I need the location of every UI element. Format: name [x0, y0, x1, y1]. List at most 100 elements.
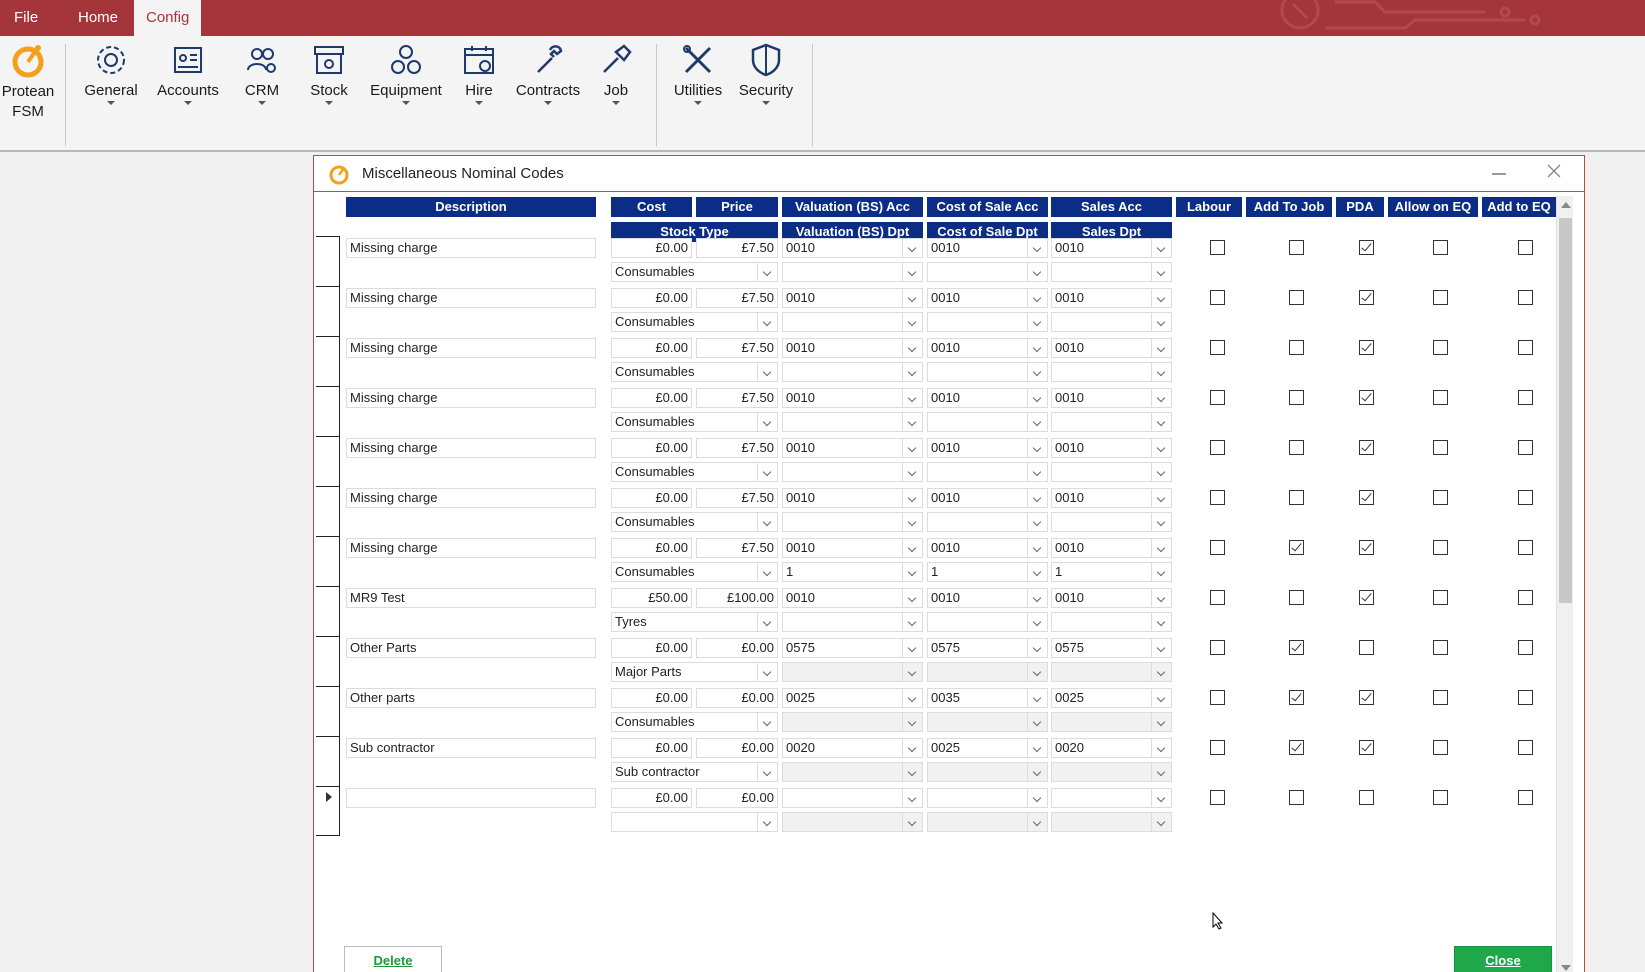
row-selector[interactable] — [316, 436, 340, 486]
col-header-cost[interactable]: Cost — [611, 197, 692, 217]
cost-of-sale-acc-combo[interactable]: 0010 — [927, 338, 1048, 358]
labour-checkbox[interactable] — [1210, 490, 1225, 505]
cost-of-sale-dpt-combo[interactable] — [927, 312, 1048, 332]
labour-checkbox[interactable] — [1210, 590, 1225, 605]
chevron-down-icon[interactable] — [757, 563, 777, 581]
chevron-down-icon[interactable] — [902, 489, 922, 507]
add-to-eq-checkbox[interactable] — [1518, 690, 1533, 705]
sales-dpt-combo[interactable] — [1051, 612, 1172, 632]
chevron-down-icon[interactable] — [902, 539, 922, 557]
add-to-eq-checkbox[interactable] — [1518, 740, 1533, 755]
ribbon-button-general[interactable]: General — [80, 42, 142, 105]
valuation-dpt-combo[interactable] — [782, 362, 923, 382]
chevron-down-icon[interactable] — [757, 613, 777, 631]
sales-dpt-combo[interactable] — [1051, 712, 1172, 732]
allow-on-eq-checkbox[interactable] — [1433, 540, 1448, 555]
description-cell[interactable]: Missing charge — [346, 338, 596, 358]
allow-on-eq-checkbox[interactable] — [1433, 640, 1448, 655]
row-selector[interactable] — [316, 486, 340, 536]
chevron-down-icon[interactable] — [1027, 639, 1047, 657]
chevron-down-icon[interactable] — [757, 463, 777, 481]
cost-cell[interactable]: £0.00 — [611, 388, 692, 408]
add-to-job-checkbox[interactable] — [1289, 440, 1304, 455]
sales-acc-combo[interactable]: 0010 — [1051, 388, 1172, 408]
chevron-down-icon[interactable] — [757, 363, 777, 381]
chevron-down-icon[interactable] — [1027, 663, 1047, 681]
stock-type-combo[interactable]: Consumables — [611, 312, 778, 332]
add-to-eq-checkbox[interactable] — [1518, 340, 1533, 355]
sales-dpt-combo[interactable] — [1051, 812, 1172, 832]
chevron-down-icon[interactable] — [902, 313, 922, 331]
chevron-down-icon[interactable] — [1027, 489, 1047, 507]
valuation-dpt-combo[interactable]: 1 — [782, 562, 923, 582]
chevron-down-icon[interactable] — [1027, 313, 1047, 331]
col-header-add-to-job[interactable]: Add To Job — [1246, 197, 1332, 217]
col-header-cost-of-sale-acc[interactable]: Cost of Sale Acc — [927, 197, 1048, 217]
row-selector[interactable] — [316, 736, 340, 786]
price-cell[interactable]: £0.00 — [696, 788, 778, 808]
add-to-job-checkbox[interactable] — [1289, 590, 1304, 605]
chevron-down-icon[interactable] — [1151, 689, 1171, 707]
chevron-down-icon[interactable] — [902, 439, 922, 457]
valuation-dpt-combo[interactable] — [782, 712, 923, 732]
ribbon-button-crm[interactable]: CRM — [236, 42, 288, 105]
add-to-eq-checkbox[interactable] — [1518, 540, 1533, 555]
ribbon-button-contracts[interactable]: Contracts — [512, 42, 584, 105]
stock-type-combo[interactable]: Consumables — [611, 562, 778, 582]
col-header-allow-on-eq[interactable]: Allow on EQ — [1388, 197, 1478, 217]
delete-button[interactable]: Delete — [344, 946, 442, 972]
col-header-sales-dpt[interactable]: Sales Dpt — [1051, 222, 1172, 242]
menu-tab-file[interactable]: File — [14, 9, 39, 26]
chevron-down-icon[interactable] — [1027, 763, 1047, 781]
description-cell[interactable]: Missing charge — [346, 388, 596, 408]
cost-of-sale-dpt-combo[interactable] — [927, 712, 1048, 732]
scroll-down-icon[interactable] — [1561, 965, 1571, 971]
chevron-down-icon[interactable] — [1151, 613, 1171, 631]
stock-type-combo[interactable]: Consumables — [611, 712, 778, 732]
chevron-down-icon[interactable] — [902, 563, 922, 581]
chevron-down-icon[interactable] — [902, 713, 922, 731]
add-to-eq-checkbox[interactable] — [1518, 390, 1533, 405]
valuation-acc-combo[interactable]: 0010 — [782, 488, 923, 508]
add-to-eq-checkbox[interactable] — [1518, 290, 1533, 305]
labour-checkbox[interactable] — [1210, 540, 1225, 555]
chevron-down-icon[interactable] — [902, 413, 922, 431]
chevron-down-icon[interactable] — [1027, 439, 1047, 457]
chevron-down-icon[interactable] — [902, 239, 922, 257]
chevron-down-icon[interactable] — [902, 263, 922, 281]
valuation-dpt-combo[interactable] — [782, 762, 923, 782]
description-cell[interactable]: Missing charge — [346, 488, 596, 508]
allow-on-eq-checkbox[interactable] — [1433, 340, 1448, 355]
add-to-job-checkbox[interactable] — [1289, 640, 1304, 655]
price-cell[interactable]: £0.00 — [696, 638, 778, 658]
description-cell[interactable]: Missing charge — [346, 288, 596, 308]
ribbon-button-security[interactable]: Security — [736, 42, 796, 105]
chevron-down-icon[interactable] — [1151, 363, 1171, 381]
cost-cell[interactable]: £50.00 — [611, 588, 692, 608]
cost-cell[interactable]: £0.00 — [611, 338, 692, 358]
cost-cell[interactable]: £0.00 — [611, 738, 692, 758]
chevron-down-icon[interactable] — [902, 389, 922, 407]
chevron-down-icon[interactable] — [1027, 539, 1047, 557]
valuation-acc-combo[interactable]: 0020 — [782, 738, 923, 758]
minimize-icon[interactable] — [1484, 162, 1514, 182]
add-to-eq-checkbox[interactable] — [1518, 490, 1533, 505]
valuation-acc-combo[interactable]: 0575 — [782, 638, 923, 658]
chevron-down-icon[interactable] — [902, 663, 922, 681]
cost-of-sale-dpt-combo[interactable] — [927, 262, 1048, 282]
cost-of-sale-acc-combo[interactable]: 0010 — [927, 288, 1048, 308]
chevron-down-icon[interactable] — [757, 813, 777, 831]
chevron-down-icon[interactable] — [1027, 689, 1047, 707]
valuation-dpt-combo[interactable] — [782, 462, 923, 482]
ribbon-button-protean-fsm[interactable]: Protean FSM — [0, 42, 56, 122]
stock-type-combo[interactable]: Major Parts — [611, 662, 778, 682]
cost-cell[interactable]: £0.00 — [611, 688, 692, 708]
add-to-eq-checkbox[interactable] — [1518, 790, 1533, 805]
chevron-down-icon[interactable] — [757, 663, 777, 681]
stock-type-combo[interactable]: Tyres — [611, 612, 778, 632]
labour-checkbox[interactable] — [1210, 790, 1225, 805]
price-cell[interactable]: £100.00 — [696, 588, 778, 608]
cost-of-sale-dpt-combo[interactable] — [927, 462, 1048, 482]
close-button[interactable]: Close — [1454, 946, 1552, 972]
pda-checkbox[interactable] — [1359, 440, 1374, 455]
